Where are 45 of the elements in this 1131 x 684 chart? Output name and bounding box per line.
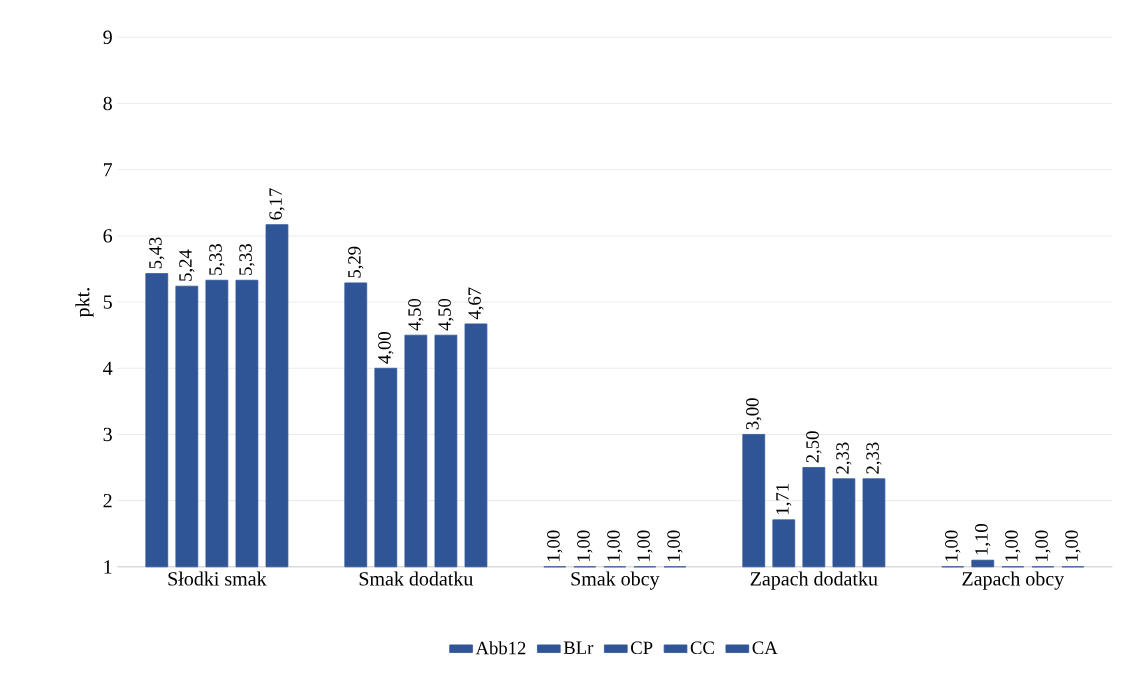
data-label: 1,00 [577, 530, 593, 561]
x-tick-label: Zapach obcy [962, 571, 1065, 590]
data-label: 5,33 [209, 243, 225, 275]
data-label: 5,33 [239, 243, 255, 275]
legend-label: CA [752, 641, 778, 655]
x-tick-label: Smak obcy [571, 571, 660, 590]
data-label: 1,00 [607, 530, 623, 561]
y-tick-label: 2 [103, 493, 112, 508]
data-label: 1,00 [1065, 530, 1081, 561]
legend-label: CP [631, 641, 653, 655]
data-label: 1,00 [547, 530, 563, 561]
data-label: 1,00 [1005, 530, 1021, 561]
y-tick-label: 1 [104, 560, 112, 574]
x-tick-label: Zapach dodatku [750, 571, 878, 590]
data-label: 1,71 [776, 483, 792, 514]
legend-label: Abb12 [475, 641, 526, 655]
data-label: 1,00 [637, 530, 653, 561]
y-tick-label: 4 [103, 361, 113, 375]
data-label: 5,29 [348, 246, 364, 278]
y-tick-label: 9 [103, 30, 112, 44]
data-label: 6,17 [269, 188, 285, 220]
data-label: 4,00 [378, 331, 394, 364]
x-tick-label: Słodki smak [168, 571, 267, 586]
legend-label: BLr [563, 641, 594, 654]
data-label: 1,00 [1035, 530, 1051, 561]
y-tick-label: 5 [103, 295, 112, 309]
data-label: 5,24 [179, 249, 195, 281]
legend-label: CC [690, 641, 714, 655]
y-tick-label: 6 [103, 229, 113, 243]
data-label: 2,50 [806, 431, 822, 463]
y-axis-title: pkt. [75, 288, 94, 317]
data-label: 4,50 [438, 298, 454, 331]
y-tick-label: 8 [103, 96, 112, 111]
data-label: 2,33 [836, 442, 852, 474]
data-label: 1,10 [975, 523, 991, 555]
data-label: 4,50 [408, 298, 424, 331]
data-label: 1,00 [667, 530, 683, 561]
data-label: 1,00 [945, 530, 961, 561]
data-label: 5,43 [149, 237, 165, 269]
y-tick-label: 3 [103, 427, 112, 442]
x-tick-label: Smak dodatku [359, 571, 474, 586]
y-tick-label: 7 [103, 163, 113, 177]
data-label: 3,00 [746, 398, 762, 430]
data-label: 4,67 [468, 287, 484, 320]
data-label: 2,33 [866, 442, 882, 474]
